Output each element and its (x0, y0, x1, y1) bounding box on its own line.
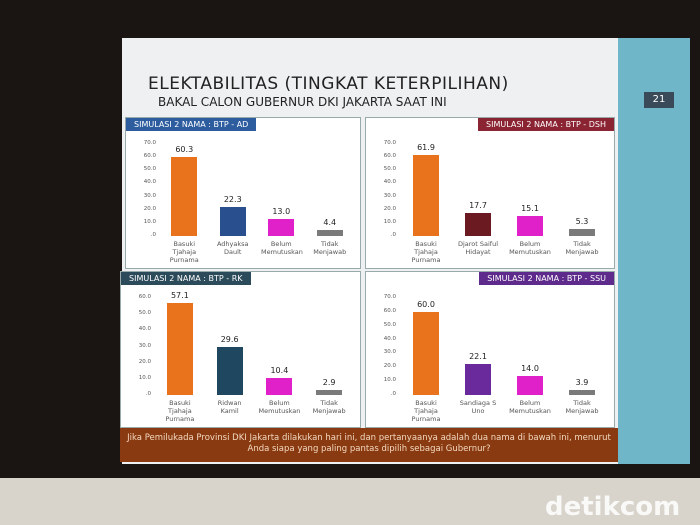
y-tick-label: 10.0 (383, 377, 396, 384)
chart-panel: SIMULASI 2 NAMA : BTP - SSU .0 10.0 20.0 30.… (365, 271, 615, 428)
data-label: 22.1 (469, 352, 487, 362)
bar (465, 212, 491, 236)
bar (166, 302, 193, 395)
bar (316, 390, 343, 395)
data-label: 15.1 (521, 204, 539, 214)
data-label: 22.3 (223, 194, 242, 204)
y-tick-label: 40.0 (143, 179, 156, 186)
bar (171, 156, 198, 236)
data-label: 61.9 (417, 142, 435, 152)
chart-panel: SIMULASI 2 NAMA : BTP - DSH .0 10.0 20.0 30.… (365, 117, 615, 269)
watermark: detikcom (545, 492, 681, 522)
y-tick-label: .0 (150, 232, 156, 238)
chart-panel: SIMULASI 2 NAMA : BTP - RK .0 10.0 20.0 30.0… (120, 271, 361, 428)
y-tick-label: 40.0 (383, 179, 396, 186)
y-tick-label: 10.0 (143, 218, 156, 225)
data-label: 3.9 (575, 377, 589, 387)
y-tick-label: 30.0 (383, 349, 396, 356)
y-tick-label: .0 (390, 232, 396, 238)
bar (219, 206, 246, 236)
x-tick-label: Tidak Menjawab (565, 240, 599, 256)
y-tick-label: 50.0 (383, 321, 396, 328)
y-tick-label: 70.0 (143, 140, 156, 146)
x-tick-label: Djarot Saiful Hidayat (457, 240, 499, 256)
y-tick-label: .0 (390, 391, 396, 397)
data-label: 29.6 (220, 335, 239, 345)
y-tick-label: 30.0 (143, 192, 156, 199)
y-tick-label: 20.0 (383, 363, 396, 370)
y-tick-label: 20.0 (383, 205, 396, 212)
bar (465, 364, 491, 395)
data-label: 4.4 (323, 218, 337, 228)
y-tick-label: 40.0 (383, 335, 396, 342)
bar (569, 389, 595, 395)
x-tick-label: Sandiaga S Uno (459, 399, 497, 415)
page-number: 21 (644, 92, 674, 108)
chart-title: SIMULASI 2 NAMA : BTP - SSU (479, 272, 614, 285)
y-tick-label: 60.0 (138, 294, 151, 300)
bar (316, 230, 343, 236)
y-tick-label: 50.0 (383, 166, 396, 173)
x-tick-label: Tidak Menjawab (312, 399, 346, 415)
x-tick-label: Adhyaksa Dault (216, 240, 249, 256)
y-tick-label: 20.0 (143, 205, 156, 212)
data-label: 14.0 (521, 363, 539, 373)
footer-question: Jika Pemilukada Provinsi DKI Jakarta dil… (120, 428, 618, 462)
x-tick-label: Tidak Menjawab (313, 240, 347, 256)
x-tick-label: Ridwan Kamil (217, 399, 242, 415)
bar (517, 216, 543, 236)
x-tick-label: Basuki Tjahaja Purnama (411, 399, 441, 423)
y-tick-label: 60.0 (143, 153, 156, 160)
slide-title: ELEKTABILITAS (TINGKAT KETERPILIHAN) (148, 74, 509, 94)
chart-panel: SIMULASI 2 NAMA : BTP - AD .0 10.0 20.0 30.0… (125, 117, 361, 269)
x-tick-label: Belum Memutuskan (509, 399, 551, 415)
x-tick-label: Belum Memutuskan (509, 240, 551, 256)
y-tick-label: 30.0 (383, 192, 396, 199)
bar (216, 347, 243, 395)
y-tick-label: 40.0 (138, 326, 151, 333)
data-label: 60.0 (417, 299, 435, 309)
x-tick-label: Belum Memutuskan (258, 399, 301, 415)
data-label: 57.1 (170, 290, 189, 300)
y-tick-label: 60.0 (383, 153, 396, 160)
y-tick-label: 10.0 (383, 218, 396, 225)
data-label: 10.4 (270, 366, 289, 376)
bar (413, 154, 439, 236)
laptop-body (0, 478, 700, 525)
y-tick-label: 20.0 (138, 358, 151, 365)
x-tick-label: Tidak Menjawab (565, 399, 599, 415)
y-tick-label: .0 (145, 391, 151, 397)
x-tick-label: Basuki Tjahaja Purnama (169, 240, 199, 264)
y-tick-label: 70.0 (383, 294, 396, 300)
chart-title: SIMULASI 2 NAMA : BTP - DSH (478, 118, 614, 131)
data-label: 5.3 (575, 217, 589, 227)
y-tick-label: 70.0 (383, 140, 396, 146)
data-label: 2.9 (322, 378, 336, 388)
bar (266, 378, 293, 395)
y-tick-label: 60.0 (383, 307, 396, 314)
data-label: 17.7 (469, 200, 487, 210)
bar (569, 229, 595, 236)
data-label: 13.0 (272, 206, 291, 216)
y-tick-label: 10.0 (138, 374, 151, 381)
bar (268, 218, 295, 236)
slide-subtitle: BAKAL CALON GUBERNUR DKI JAKARTA SAAT IN… (158, 95, 447, 109)
y-tick-label: 50.0 (138, 310, 151, 317)
chart-title: SIMULASI 2 NAMA : BTP - AD (126, 118, 257, 131)
bar (413, 311, 439, 395)
side-strip (618, 38, 690, 464)
bar (517, 375, 543, 395)
x-tick-label: Basuki Tjahaja Purnama (165, 399, 195, 423)
y-tick-label: 50.0 (143, 166, 156, 173)
y-tick-label: 30.0 (138, 342, 151, 349)
chart-title: SIMULASI 2 NAMA : BTP - RK (121, 272, 251, 285)
data-label: 60.3 (175, 144, 194, 154)
x-tick-label: Belum Memutuskan (261, 240, 303, 256)
x-tick-label: Basuki Tjahaja Purnama (411, 240, 441, 264)
